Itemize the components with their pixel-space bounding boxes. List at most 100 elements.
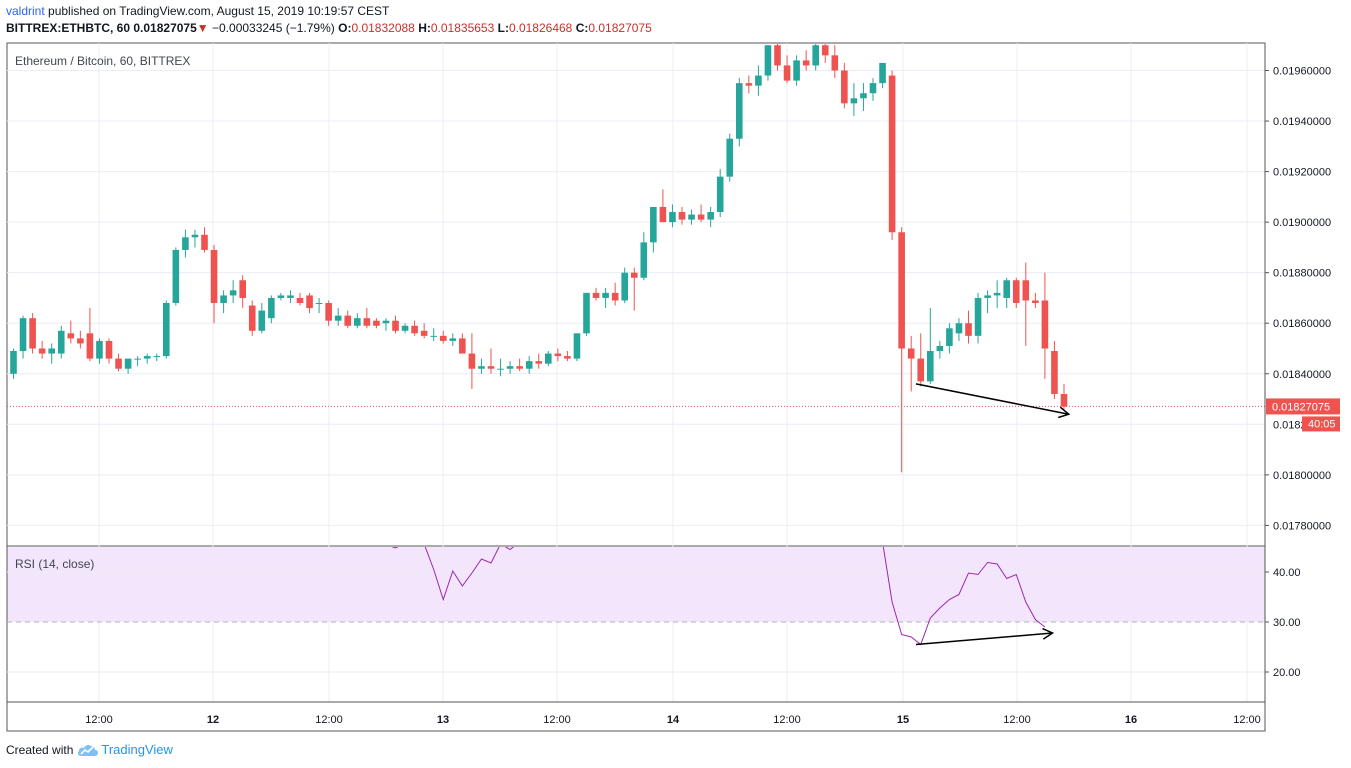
candle-body: [124, 358, 132, 369]
candle-body: [755, 75, 762, 86]
candle-body: [382, 320, 390, 324]
candle-body: [1012, 280, 1020, 304]
y-tick-label: 0.01880000: [1273, 268, 1331, 280]
candle-body: [841, 70, 848, 104]
x-tick-label: 14: [667, 714, 680, 726]
candle-body: [67, 333, 75, 339]
candle-body: [115, 358, 122, 369]
candle-body: [392, 320, 399, 331]
y-tick-label: 0.01800000: [1273, 470, 1331, 482]
candle-body: [1032, 300, 1039, 304]
candle-body: [821, 45, 829, 56]
high-label: H:: [418, 21, 431, 35]
price-divergence-arrow-head: [1058, 406, 1071, 419]
candle-body: [163, 303, 170, 357]
candle-body: [688, 214, 695, 220]
symbol-label: BITTREX:ETHBTC, 60: [6, 21, 131, 35]
x-tick-label: 12:00: [1233, 714, 1261, 726]
candle-body: [239, 280, 246, 298]
candle-body: [640, 242, 648, 278]
candle-body: [573, 333, 581, 359]
candle-body: [143, 356, 151, 359]
candle-body: [277, 295, 285, 298]
candle-body: [105, 340, 113, 359]
plot-frame: [6, 42, 1266, 732]
candle-body: [946, 328, 953, 346]
candle-body: [229, 290, 237, 296]
x-tick-label: 16: [1125, 714, 1137, 726]
tradingview-logo[interactable]: TradingView: [77, 742, 173, 757]
x-tick-label: 12:00: [1003, 714, 1031, 726]
candle-body: [831, 55, 839, 71]
candle-body: [955, 323, 963, 334]
candle-body: [430, 335, 437, 337]
rsi-divergence-arrow-head: [1042, 627, 1055, 640]
x-tick-label: 13: [437, 714, 449, 726]
candle-body: [707, 212, 714, 220]
countdown-tag: [1302, 416, 1340, 432]
candle-body: [993, 292, 1001, 296]
candle-body: [182, 237, 189, 250]
candle-body: [516, 366, 523, 369]
chart-title: Ethereum / Bitcoin, 60, BITTREX: [15, 54, 190, 68]
candle-body: [764, 45, 772, 76]
y-tick-label: 0.01900000: [1273, 217, 1331, 229]
candle-body: [411, 325, 418, 334]
candle-body: [592, 292, 600, 298]
candle-body: [459, 338, 466, 354]
candle-body: [583, 292, 590, 334]
price-divergence-arrow: [915, 383, 1069, 415]
y-tick-label: 0.01840000: [1273, 369, 1331, 381]
x-tick-label: 12:00: [773, 714, 801, 726]
rsi-tick-label: 20.00: [1273, 667, 1301, 679]
candle-body: [363, 318, 371, 326]
candle-body: [793, 60, 800, 81]
y-tick-label: 0.01920000: [1273, 167, 1331, 179]
publish-info: valdrint published on TradingView.com, A…: [6, 4, 389, 18]
candle-body: [907, 348, 915, 359]
x-tick-label: 15: [897, 714, 909, 726]
candle-body: [888, 75, 896, 233]
candle-body: [325, 303, 332, 321]
candle-body: [697, 214, 705, 220]
candle-body: [1051, 351, 1058, 394]
author-link[interactable]: valdrint: [6, 4, 45, 18]
candle-body: [153, 356, 161, 358]
candles-group: [10, 44, 1068, 473]
candle-body: [936, 345, 944, 352]
countdown-label: 40:05: [1308, 418, 1336, 430]
candle-body: [478, 366, 485, 369]
candle-body: [220, 295, 227, 304]
candle-body: [506, 366, 514, 369]
candle-body: [96, 340, 103, 359]
low-label: L:: [497, 21, 509, 35]
candle-body: [1003, 280, 1010, 298]
y-tick-label: 0.01960000: [1273, 66, 1331, 78]
footer: Created with TradingView: [6, 742, 173, 757]
low-value: 0.01826468: [508, 21, 573, 35]
x-tick-label: 12:00: [543, 714, 571, 726]
candle-body: [927, 351, 934, 382]
candle-body: [1022, 280, 1030, 301]
candle-body: [869, 83, 877, 94]
y-tick-label: 0.01780000: [1273, 520, 1331, 532]
candle-body: [678, 212, 686, 220]
candle-body: [545, 353, 552, 364]
candle-body: [77, 338, 84, 344]
candle-body: [57, 330, 65, 354]
rsi-line: [882, 547, 1046, 646]
candle-body: [812, 45, 819, 66]
rsi-line: [391, 547, 515, 602]
open-value: 0.01832088: [351, 21, 415, 35]
candle-body: [783, 65, 791, 81]
candle-body: [373, 320, 380, 326]
candle-body: [315, 303, 323, 305]
ohlc-header: BITTREX:ETHBTC, 60 0.01827075▼ −0.000332…: [6, 21, 652, 35]
down-arrow-icon: ▼: [196, 21, 209, 35]
candle-body: [1041, 300, 1049, 349]
candle-body: [898, 232, 905, 349]
candle-body: [449, 338, 457, 341]
candle-body: [535, 361, 543, 364]
last-price-tag-label: 0.01827075: [1272, 401, 1330, 413]
